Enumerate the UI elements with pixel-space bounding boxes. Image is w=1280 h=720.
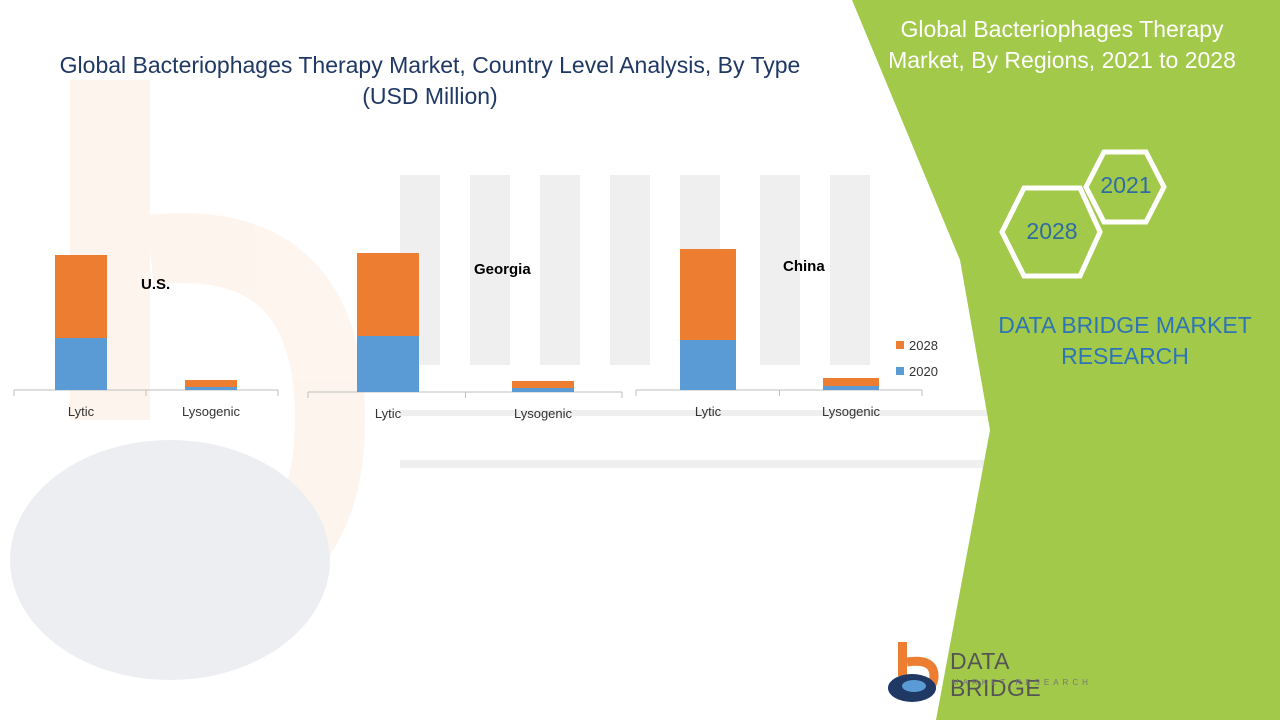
legend-label-2028: 2028 [909,337,938,353]
bar-us-lytic-2020 [55,338,107,390]
country-label-georgia: Georgia [474,261,531,278]
hexagon-2021 [1083,149,1167,225]
country-label-china: China [783,258,825,275]
hexagon-2028 [999,185,1103,279]
green-panel [852,0,1280,720]
chart-us: Lytic Lysogenic U.S. [13,220,280,430]
brand-line-2: RESEARCH [1061,343,1189,369]
legend-swatch-2020 [896,367,904,375]
legend-item-2028: 2028 [896,332,938,358]
bar-china-lysogenic-2028 [823,378,879,386]
chart-us-svg: Lytic Lysogenic [13,255,279,419]
bar-china-lytic-2028 [680,249,736,340]
chart-china: Lytic Lysogenic China [635,220,924,430]
country-label-us: U.S. [141,276,171,293]
logo-tagline: MARKET RESEARCH [952,678,1092,687]
category-label-georgia-lysogenic: Lysogenic [514,406,573,421]
hex-label-2028: 2028 [1026,218,1078,244]
legend-swatch-2028 [896,341,904,349]
bar-georgia-lytic-2028 [357,253,419,336]
title-line: Global Bacteriophages Therapy Market, Co… [59,52,801,78]
category-label-us-lysogenic: Lysogenic [182,404,241,419]
bar-georgia-lysogenic-2028 [512,381,574,388]
logo-mark-icon [888,642,939,702]
bar-georgia-lytic-2020 [357,336,419,392]
brand-text: DATA BRIDGE MARKET RESEARCH [990,310,1260,372]
chart-georgia: Lytic Lysogenic Georgia [307,220,624,430]
bar-china-lysogenic-2020 [823,386,879,390]
subtitle-line: (USD Million) [362,83,498,109]
category-label-georgia-lytic: Lytic [375,406,402,421]
bar-us-lysogenic-2020 [185,387,237,390]
category-label-china-lytic: Lytic [695,404,722,419]
legend-item-2020: 2020 [896,358,938,384]
chart-georgia-svg: Lytic Lysogenic [307,253,623,421]
bar-us-lysogenic-2028 [185,380,237,387]
chart-title: Global Bacteriophages Therapy Market, Co… [30,50,830,112]
category-label-china-lysogenic: Lysogenic [822,404,881,419]
bar-china-lytic-2020 [680,340,736,390]
chart-china-svg: Lytic Lysogenic [635,249,923,419]
logo-name: DATA BRIDGE [950,648,1042,701]
bar-georgia-lysogenic-2020 [512,388,574,392]
hex-label-2021: 2021 [1100,172,1152,198]
legend: 2028 2020 [896,332,938,384]
category-label-us-lytic: Lytic [68,404,95,419]
brand-line-1: DATA BRIDGE MARKET [998,312,1252,338]
side-panel-title: Global Bacteriophages Therapy Market, By… [888,16,1236,73]
bar-us-lytic-2028 [55,255,107,338]
data-bridge-logo: DATA BRIDGE MARKET RESEARCH [884,640,1104,706]
legend-label-2020: 2020 [909,363,938,379]
